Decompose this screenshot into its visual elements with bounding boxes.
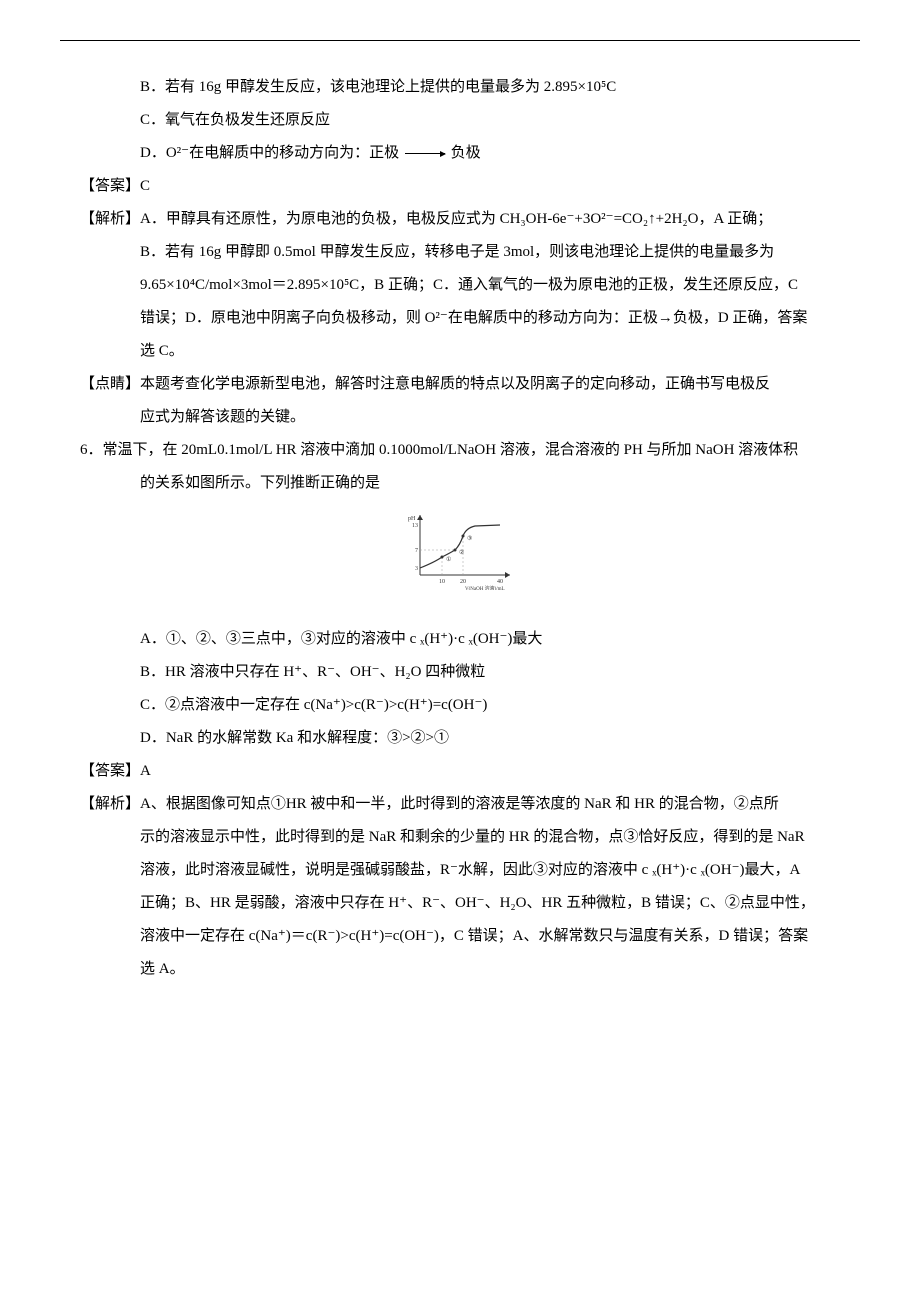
q5-analysis-2: B．若有 16g 甲醇即 0.5mol 甲醇发生反应，转移电子是 3mol，则该…: [60, 236, 860, 269]
q5-option-d-prefix: D．O²⁻在电解质中的移动方向为：正极: [140, 145, 399, 161]
svg-text:10: 10: [439, 579, 445, 585]
svg-text:pH: pH: [408, 516, 416, 522]
svg-text:V(NaOH 溶液)/mL: V(NaOH 溶液)/mL: [465, 585, 505, 590]
q5-option-b: B．若有 16g 甲醇发生反应，该电池理论上提供的电量最多为 2.895×10⁵…: [60, 71, 860, 104]
titration-curve-chart: 3 7 13 10 20 40 ① ② ③ pH V(NaOH 溶液)/mL: [400, 510, 520, 590]
q6-option-b: B．HR 溶液中只存在 H⁺、R⁻、OH⁻、H₂O 四种微粒: [60, 656, 860, 689]
q6-analysis-4: 正确；B、HR 是弱酸，溶液中只存在 H⁺、R⁻、OH⁻、H₂O、HR 五种微粒…: [60, 887, 860, 920]
svg-text:3: 3: [415, 566, 418, 572]
q6-analysis-5: 溶液中一定存在 c(Na⁺)＝c(R⁻)>c(H⁺)=c(OH⁻)，C 错误；A…: [60, 920, 860, 953]
svg-text:7: 7: [415, 548, 418, 554]
q5-analysis-3: 9.65×10⁴C/mol×3mol＝2.895×10⁵C，B 正确；C．通入氧…: [60, 269, 860, 302]
q5-analysis-1: 【解析】A．甲醇具有还原性，为原电池的负极，电极反应式为 CH₃OH-6e⁻+3…: [60, 203, 860, 236]
q6-chart: 3 7 13 10 20 40 ① ② ③ pH V(NaOH 溶液)/mL: [60, 510, 860, 603]
svg-text:③: ③: [467, 535, 472, 542]
q5-analysis-5: 选 C。: [60, 335, 860, 368]
svg-text:20: 20: [460, 579, 466, 585]
q6-analysis-6: 选 A。: [60, 953, 860, 986]
arrow-icon: [405, 153, 445, 155]
q5-dianjing-2: 应式为解答该题的关键。: [60, 401, 860, 434]
svg-text:40: 40: [497, 579, 503, 585]
q5-answer: 【答案】C: [60, 170, 860, 203]
q5-option-d: D．O²⁻在电解质中的移动方向为：正极 负极: [60, 137, 860, 170]
q5-option-d-suffix: 负极: [451, 145, 481, 161]
q5-analysis-4: 错误；D．原电池中阴离子向负极移动，则 O²⁻在电解质中的移动方向为：正极→负极…: [60, 302, 860, 335]
page-top-rule: [60, 40, 860, 41]
q6-analysis-1: 【解析】A、根据图像可知点①HR 被中和一半，此时得到的溶液是等浓度的 NaR …: [60, 788, 860, 821]
q5-option-c: C．氧气在负极发生还原反应: [60, 104, 860, 137]
q6-option-d: D．NaR 的水解常数 Ka 和水解程度：③>②>①: [60, 722, 860, 755]
q6-option-c: C．②点溶液中一定存在 c(Na⁺)>c(R⁻)>c(H⁺)=c(OH⁻): [60, 689, 860, 722]
svg-text:①: ①: [446, 556, 451, 563]
q5-dianjing-1: 【点睛】本题考查化学电源新型电池，解答时注意电解质的特点以及阴离子的定向移动，正…: [60, 368, 860, 401]
q6-answer: 【答案】A: [60, 755, 860, 788]
q6-option-a: A．①、②、③三点中，③对应的溶液中 c ₓ(H⁺)·c ₓ(OH⁻)最大: [60, 623, 860, 656]
q6-stem-1: 6．常温下，在 20mL0.1mol/L HR 溶液中滴加 0.1000mol/…: [60, 434, 860, 467]
q6-analysis-2: 示的溶液显示中性，此时得到的是 NaR 和剩余的少量的 HR 的混合物，点③恰好…: [60, 821, 860, 854]
svg-text:②: ②: [459, 549, 464, 556]
q6-analysis-3: 溶液，此时溶液显碱性，说明是强碱弱酸盐，R⁻水解，因此③对应的溶液中 c ₓ(H…: [60, 854, 860, 887]
svg-text:13: 13: [412, 523, 418, 529]
q6-stem-2: 的关系如图所示。下列推断正确的是: [60, 467, 860, 500]
